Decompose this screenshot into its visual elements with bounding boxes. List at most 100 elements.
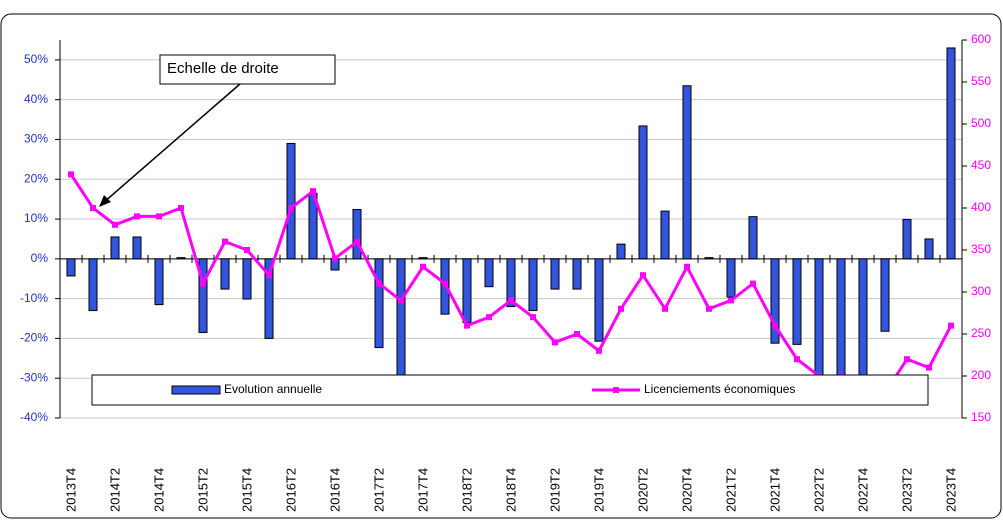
bar	[660, 210, 670, 260]
bar	[264, 258, 274, 339]
bar	[616, 243, 626, 260]
bar	[198, 258, 208, 333]
x-tick-label: 2022T4	[855, 468, 870, 512]
line-marker	[354, 238, 360, 245]
y-tick-label: 10%	[24, 211, 48, 225]
line-marker	[618, 305, 624, 312]
y-tick-label: -30%	[20, 370, 48, 384]
line-marker	[178, 205, 184, 211]
line-marker	[420, 263, 426, 270]
line-marker	[486, 314, 492, 321]
bar	[594, 258, 604, 342]
bar	[748, 216, 758, 260]
line-marker	[332, 255, 338, 262]
bar	[528, 258, 538, 312]
line-marker	[530, 314, 536, 321]
x-tick-label: 2013T4	[63, 468, 78, 512]
line-marker	[134, 213, 140, 220]
line-marker	[244, 247, 250, 253]
bar	[704, 257, 714, 260]
line-marker	[574, 331, 580, 337]
bar	[572, 258, 582, 290]
legend-label: Licenciements économiques	[644, 382, 795, 396]
x-tick-label: 2017T2	[371, 468, 386, 512]
bar	[374, 258, 384, 349]
line-marker	[464, 322, 470, 329]
line-marker	[200, 280, 206, 287]
bar	[66, 258, 76, 277]
y2-tick-label: 550	[971, 74, 991, 88]
legend-swatch	[171, 385, 221, 395]
bar	[902, 218, 912, 260]
line-marker	[684, 263, 690, 270]
y-tick-label: 50%	[24, 52, 48, 66]
y-tick-label: 40%	[24, 92, 48, 106]
bar	[242, 258, 252, 300]
x-tick-label: 2022T2	[811, 468, 826, 512]
line-marker	[640, 272, 646, 279]
line-marker	[926, 364, 932, 371]
x-tick-label: 2019T2	[547, 468, 562, 512]
legend-box	[91, 374, 929, 406]
x-tick-label: 2014T2	[107, 468, 122, 512]
line-marker	[442, 280, 448, 287]
x-tick-label: 2014T4	[151, 468, 166, 512]
bar	[682, 85, 692, 260]
x-tick-label: 2021T4	[767, 468, 782, 512]
line-marker	[288, 205, 294, 211]
line-marker	[596, 347, 602, 354]
annotation-box	[159, 54, 336, 85]
bar	[220, 258, 230, 290]
bar	[462, 258, 472, 324]
y2-tick-label: 250	[971, 326, 991, 340]
line-marker	[904, 356, 910, 363]
bar	[770, 258, 780, 344]
annotation-arrow	[102, 83, 241, 204]
line-marker	[112, 221, 118, 228]
bar	[176, 257, 186, 260]
x-tick-label: 2015T2	[195, 468, 210, 512]
line-marker	[948, 322, 954, 329]
bar	[946, 47, 956, 260]
bar	[814, 258, 824, 383]
y2-tick-label: 200	[971, 368, 991, 382]
plot: -40% -30% -20% -10% 0% 10% 20% 30% 40% 50% 150 200 2…	[20, 32, 991, 512]
line-marker	[398, 297, 404, 304]
line-marker	[156, 213, 162, 220]
y2-tick-label: 450	[971, 158, 991, 172]
x-tick-label: 2020T4	[679, 468, 694, 512]
x-tick-label: 2016T2	[283, 468, 298, 512]
bar	[110, 236, 120, 260]
bar	[638, 125, 648, 260]
legend-marker	[613, 387, 619, 393]
y-tick-label: -10%	[20, 291, 48, 305]
line-marker	[376, 280, 382, 287]
line-marker	[310, 188, 316, 195]
bar	[352, 209, 362, 260]
x-tick-label: 2023T2	[899, 468, 914, 512]
annotation: Echelle de droite	[167, 60, 279, 77]
legend-label: Evolution annuelle	[224, 382, 322, 396]
line-marker	[552, 339, 558, 346]
chart-frame	[0, 13, 1002, 519]
line-marker	[68, 171, 74, 178]
bar	[132, 236, 142, 260]
bar	[550, 258, 560, 290]
y-tick-label: -20%	[20, 331, 48, 345]
y-tick-label: -40%	[20, 410, 48, 424]
x-tick-label: 2018T2	[459, 468, 474, 512]
y2-tick-label: 500	[971, 116, 991, 130]
x-tick-label: 2017T4	[415, 468, 430, 512]
arrow-head	[99, 195, 111, 207]
bar	[506, 258, 516, 308]
line-marker	[772, 322, 778, 329]
y-tick-label: 0%	[31, 251, 49, 265]
y2-tick-label: 300	[971, 284, 991, 298]
bar	[880, 258, 890, 332]
bar	[286, 142, 296, 260]
line-marker	[750, 280, 756, 287]
y2-tick-label: 150	[971, 410, 991, 424]
x-tick-label: 2023T4	[943, 468, 958, 512]
y-tick-label: 30%	[24, 132, 48, 146]
